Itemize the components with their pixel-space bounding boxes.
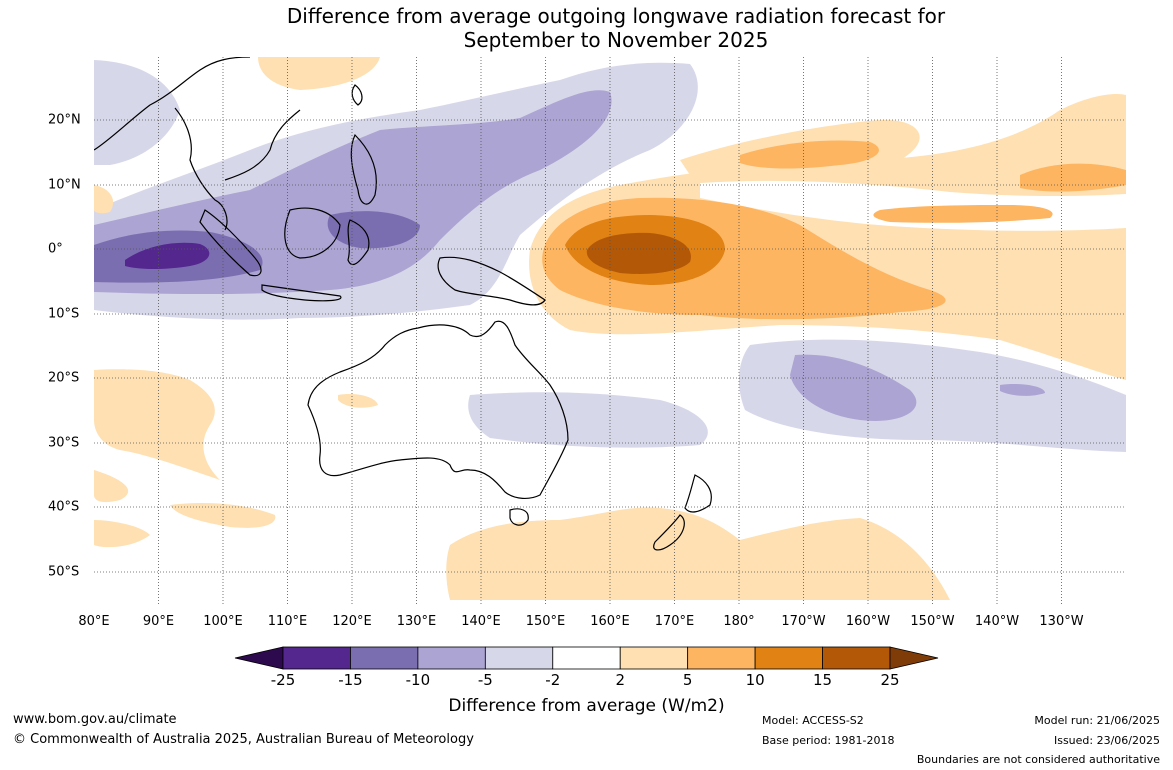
java-coastline xyxy=(261,284,342,302)
colorbar-extend-max xyxy=(889,646,939,670)
colorbar-segment xyxy=(687,646,756,670)
longitude-label: 90°E xyxy=(142,614,175,629)
colorbar-tick-label: 15 xyxy=(813,671,833,689)
title-line-1: Difference from average outgoing longwav… xyxy=(286,4,946,28)
colorbar-segment xyxy=(619,646,689,670)
map-title: Difference from average outgoing longwav… xyxy=(0,4,1173,52)
colorbar-tick-label: -10 xyxy=(405,671,431,689)
longitude-label: 100°E xyxy=(203,614,243,629)
latitude-label: 50°S xyxy=(48,564,80,580)
sumatra-coastline xyxy=(199,209,262,277)
anomaly-area-orange-far-ne xyxy=(1020,163,1126,192)
colorbar-tick-label: -15 xyxy=(338,671,363,689)
tasmania-coastline xyxy=(509,508,529,526)
anomaly-area-light-orange-sw xyxy=(94,470,150,548)
latitude-label: 30°S xyxy=(48,435,80,451)
colorbar-title: Difference from average (W/m2) xyxy=(448,696,725,716)
longitude-label: 150°W xyxy=(910,614,955,629)
colorbar-segment xyxy=(417,646,486,670)
anomaly-area-light-orange-mid-south xyxy=(170,503,276,528)
footer-issued: Issued: 23/06/2025 xyxy=(1053,734,1160,747)
colorbar-tick-label: 25 xyxy=(880,671,900,689)
new-guinea-coastline xyxy=(437,256,546,306)
colorbar-segment xyxy=(282,646,351,670)
footer-model: Model: ACCESS-S2 xyxy=(762,714,864,727)
footer-copyright: © Commonwealth of Australia 2025, Austra… xyxy=(13,732,474,747)
anomaly-area-orange-nw xyxy=(740,140,879,169)
longitude-label: 170°E xyxy=(654,614,695,629)
title-line-2: September to November 2025 xyxy=(463,28,769,52)
longitude-label: 180° xyxy=(723,614,755,629)
longitude-label: 80°E xyxy=(78,614,110,629)
anomaly-area-darkest-orange xyxy=(586,232,691,274)
longitude-label: 170°W xyxy=(781,614,826,629)
colorbar-segment xyxy=(350,646,419,670)
graticule xyxy=(94,57,1126,605)
longitude-label: 140°E xyxy=(461,614,501,629)
australia-coastline xyxy=(307,320,569,499)
anomaly-area-deepest-purple xyxy=(125,242,210,269)
longitude-label: 120°E xyxy=(332,614,372,629)
anomaly-area-light-orange-south-australia xyxy=(446,507,950,600)
colorbar-segment xyxy=(754,646,823,670)
colorbar-tick-label: -5 xyxy=(477,671,493,689)
colorbar-extend-min xyxy=(234,646,284,670)
longitude-label: 150°E xyxy=(525,614,566,629)
anomaly-area-medium-purple-southeast xyxy=(790,354,917,421)
asia-mainland-coastline xyxy=(94,57,301,231)
anomaly-area-medium-purple-far-se xyxy=(1000,383,1045,396)
japan-coastline xyxy=(351,84,363,106)
footer-base-period: Base period: 1981-2018 xyxy=(762,734,895,747)
colorbar-tick-label: 5 xyxy=(682,671,693,689)
philippines-coastline xyxy=(350,133,377,205)
anomaly-area-light-orange-islands xyxy=(338,394,378,408)
colorbar-tick-label: 2 xyxy=(615,671,625,689)
colorbar-tick-label: 10 xyxy=(745,671,765,689)
longitude-label: 160°W xyxy=(845,614,891,629)
longitude-label: 130°E xyxy=(396,614,437,629)
colorbar-segment xyxy=(552,646,621,670)
longitude-label: 130°W xyxy=(1039,614,1084,629)
anomaly-area-orange-ne xyxy=(873,205,1053,223)
anomaly-area-light-orange-north xyxy=(258,57,380,90)
footer-model-run: Model run: 21/06/2025 xyxy=(1034,714,1160,727)
colorbar-tick-label: -2 xyxy=(545,671,561,689)
latitude-label: 10°N xyxy=(48,177,81,193)
anomaly-area-medium-purple-south-pacific xyxy=(468,392,708,448)
latitude-label: 20°N xyxy=(48,112,81,128)
colorbar-segment xyxy=(822,646,891,670)
borneo-coastline xyxy=(284,207,341,259)
colorbar-tick-label: -25 xyxy=(270,671,296,689)
longitude-label: 140°W xyxy=(974,614,1020,629)
coastlines xyxy=(94,57,712,551)
anomaly-area-light-orange-near-equator-west xyxy=(94,185,114,214)
longitude-label: 110°E xyxy=(267,614,308,629)
footer-url[interactable]: www.bom.gov.au/climate xyxy=(13,712,177,727)
latitude-label: 10°S xyxy=(48,306,80,322)
latitude-label: 40°S xyxy=(48,499,80,515)
new-zealand-coastline xyxy=(653,474,712,551)
longitude-label: 160°E xyxy=(590,614,630,629)
latitude-label: 0° xyxy=(48,241,63,257)
anomaly-area-light-orange-west xyxy=(94,369,220,480)
latitude-label: 20°S xyxy=(48,370,80,386)
colorbar-segment xyxy=(484,646,554,670)
sulawesi-coastline xyxy=(347,219,370,265)
footer-disclaimer: Boundaries are not considered authoritat… xyxy=(916,753,1160,766)
